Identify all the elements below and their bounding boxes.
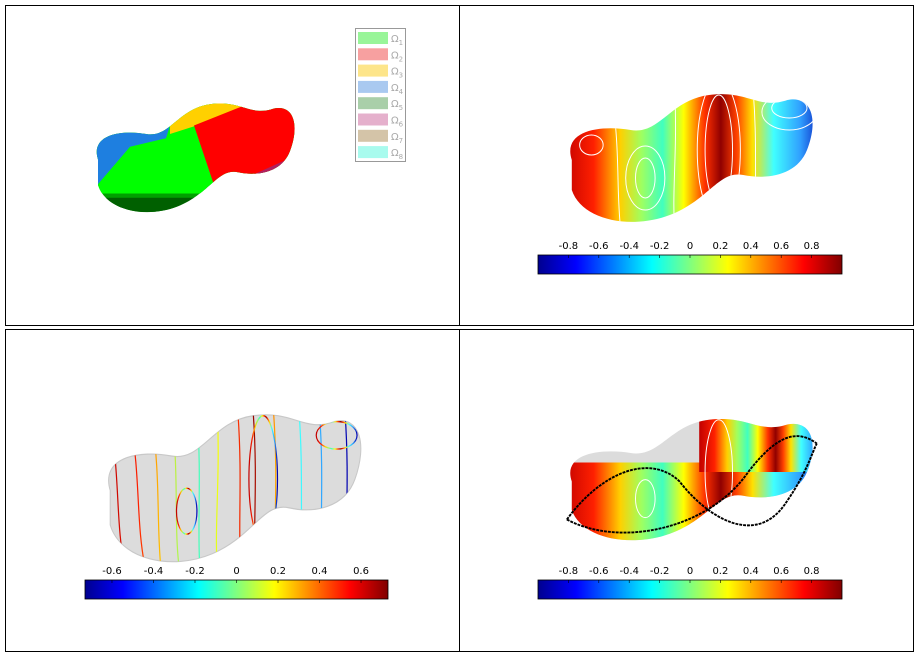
legend-subscript: 7	[399, 137, 403, 145]
legend-swatch	[358, 32, 388, 44]
legend-symbol: Ω	[391, 50, 399, 61]
legend-label: Ω1	[391, 34, 403, 47]
colorbar-tick-label: 0.2	[712, 566, 728, 577]
legend-subscript: 4	[399, 88, 404, 96]
colorbar-tick-label: -0.6	[589, 566, 609, 577]
colorbar-tick-label: 0	[687, 566, 693, 577]
colorbar-tick-label: -0.2	[185, 566, 205, 577]
contour-surface-path	[566, 418, 818, 541]
legend-swatch	[358, 97, 388, 110]
legend-symbol: Ω	[391, 67, 399, 78]
legend-swatch	[358, 48, 388, 61]
contour-lines-surface	[108, 414, 362, 563]
legend-label: Ω5	[391, 99, 403, 112]
colorbar-tick-label: 0.2	[270, 566, 286, 577]
colorbar-tick-label: 0.4	[743, 241, 759, 252]
legend-swatch	[358, 129, 388, 142]
colorbar-tick-label: 0.6	[353, 566, 369, 577]
legend-subscript: 2	[399, 55, 403, 63]
legend-swatch	[358, 80, 388, 93]
colorbar-tick-label: 0.8	[804, 241, 820, 252]
legend-label: Ω8	[391, 148, 403, 161]
colorbar-tick-label: -0.8	[559, 566, 579, 577]
legend-symbol: Ω	[391, 83, 399, 94]
legend-swatch	[358, 64, 388, 77]
colorbar-tick-label: -0.2	[650, 241, 670, 252]
colorbar-tick-label: 0.8	[804, 566, 820, 577]
legend-label: Ω2	[391, 50, 403, 63]
partition-surface	[96, 103, 295, 213]
legend-symbol: Ω	[391, 99, 399, 110]
colorbar-tick-label: 0	[233, 566, 239, 577]
colorbar-tick-label: -0.6	[589, 241, 609, 252]
legend-subscript: 6	[399, 121, 404, 129]
colorbar-tick-label: 0.6	[773, 566, 789, 577]
colorbar-tick-label: -0.4	[619, 241, 639, 252]
legend-label: Ω7	[391, 132, 403, 145]
legend-subscript: 8	[399, 153, 403, 161]
colorbar-tick-label: 0.6	[773, 241, 789, 252]
colorbar-tick-label: 0.4	[312, 566, 328, 577]
colorbar-tick-label: 0.2	[712, 241, 728, 252]
frames	[5, 5, 914, 652]
legend-label: Ω3	[391, 67, 403, 80]
legend-symbol: Ω	[391, 116, 399, 127]
colorbar-tick-label: -0.8	[559, 241, 579, 252]
colorbar-tick-label: -0.4	[144, 566, 164, 577]
colorbar-tick-label: 0.4	[743, 566, 759, 577]
colorbar-tick-label: -0.6	[102, 566, 122, 577]
colorbar-tick-label: -0.2	[650, 566, 670, 577]
legend-label: Ω6	[391, 116, 404, 129]
legend-symbol: Ω	[391, 132, 399, 143]
legend-swatch	[358, 113, 388, 126]
legend-subscript: 5	[399, 104, 403, 112]
legend-subscript: 1	[399, 39, 403, 47]
legend-subscript: 3	[399, 72, 403, 80]
colorbar-tick-label: 0	[687, 241, 693, 252]
legend-symbol: Ω	[391, 148, 399, 159]
contour-surface	[570, 94, 813, 222]
legend-label: Ω4	[391, 83, 404, 96]
colorbar-tick-label: -0.4	[619, 566, 639, 577]
legend-symbol: Ω	[391, 34, 399, 45]
legend-swatch	[358, 146, 388, 159]
